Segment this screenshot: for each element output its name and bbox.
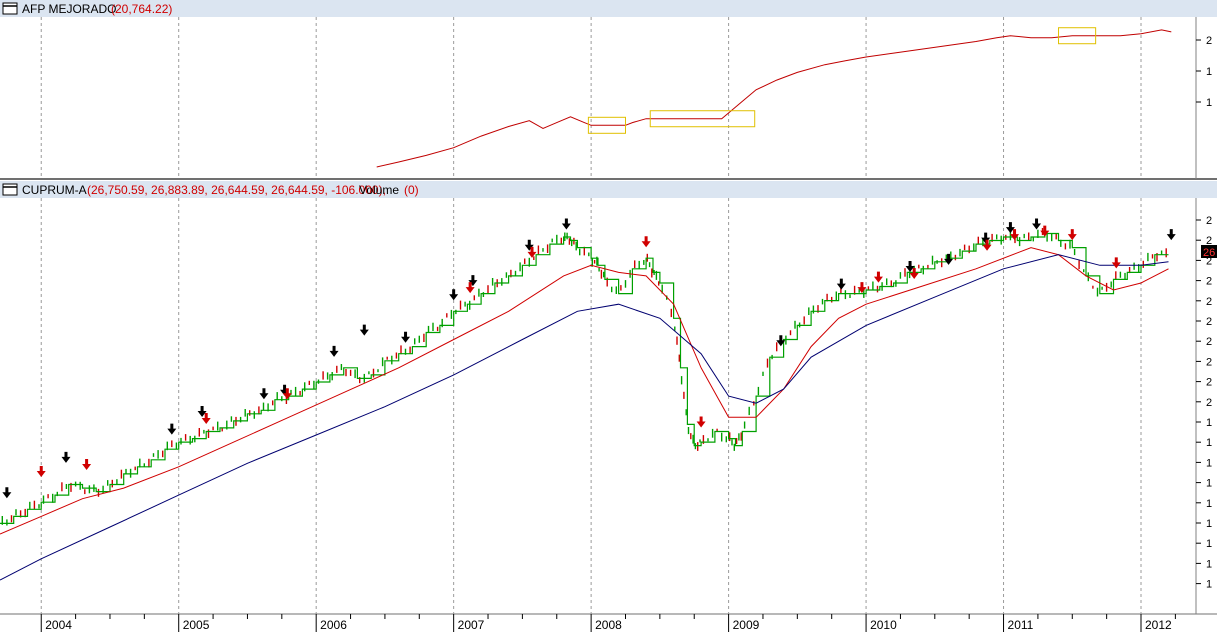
right-tick-label: 2 [1206, 356, 1212, 368]
signal-arrow-icon [1005, 222, 1015, 234]
top-panel-header[interactable] [0, 0, 1217, 17]
signal-arrow-icon [905, 260, 915, 272]
year-tick-label: 2006 [320, 618, 347, 632]
signal-arrow-icon [468, 275, 478, 287]
signal-arrow-icon [1166, 229, 1176, 241]
signal-arrow-icon [282, 388, 292, 400]
signal-arrow-icon [465, 282, 475, 294]
year-tick-label: 2004 [45, 618, 72, 632]
right-tick-label: 2 [1206, 296, 1212, 308]
chart-background [0, 17, 1217, 615]
right-tick-label: 2 [1206, 35, 1212, 47]
signal-arrow-icon [836, 278, 846, 290]
right-tick-label: 2 [1206, 316, 1212, 328]
right-tick-label: 1 [1206, 558, 1212, 570]
year-tick-label: 2011 [1008, 618, 1034, 632]
signal-arrow-icon [197, 405, 207, 417]
signal-arrow-icon [981, 232, 991, 244]
year-tick-label: 2005 [183, 618, 210, 632]
bottom-panel-header[interactable] [0, 181, 1217, 198]
signal-arrow-icon [1010, 229, 1020, 241]
signal-arrow-icon [167, 423, 177, 435]
signal-arrow-icon [1032, 218, 1042, 230]
highlight-box [649, 110, 756, 128]
signal-arrow-icon [982, 239, 992, 251]
window-icon[interactable] [2, 183, 18, 196]
signal-arrow-icon [329, 345, 339, 357]
right-tick-label: 2 [1206, 397, 1212, 409]
last-price-value: 26 [1203, 247, 1215, 259]
right-tick-label: 2 [1206, 377, 1212, 389]
signal-arrow-icon [2, 487, 12, 499]
right-tick-label: 2 [1206, 276, 1212, 288]
volume-label: Volume [359, 183, 399, 197]
right-tick-label: 1 [1206, 478, 1212, 490]
signal-arrow-icon [909, 268, 919, 280]
bottom-panel[interactable] [0, 218, 1176, 581]
signal-arrow-icon [524, 239, 534, 251]
date-axis: 2004 2005 2006 2007 2008 2009 2010 2011 2012 [40, 614, 1176, 632]
year-tick-label: 2007 [458, 618, 485, 632]
top-panel[interactable] [376, 27, 1172, 168]
bottom-panel-title: CUPRUM-A [22, 183, 87, 197]
right-tick-label: 1 [1206, 417, 1212, 429]
year-tick-label: 2010 [870, 618, 897, 632]
right-tick-label: 2 [1206, 336, 1212, 348]
window-icon[interactable] [2, 2, 18, 15]
signal-arrow-icon [82, 458, 92, 470]
right-tick-label: 1 [1206, 437, 1212, 449]
highlight-box [587, 116, 626, 134]
signal-arrow-icon [641, 236, 651, 248]
signal-arrow-icon [449, 289, 459, 301]
right-tick-label: 1 [1206, 498, 1212, 510]
top-panel-value: (20,764.22) [111, 2, 172, 16]
right-tick-label: 2 [1206, 215, 1212, 227]
volume-value: (0) [404, 183, 419, 197]
signal-arrow-icon [696, 416, 706, 428]
signal-arrow-icon [944, 253, 954, 265]
signal-arrow-icon [857, 282, 867, 294]
slow-moving-average-line [0, 254, 1169, 581]
right-price-axis: 2 1 1 2 2 2 2 2 2 2 2 2 2 1 1 1 1 1 1 1 1 1 [1196, 35, 1212, 591]
signal-arrow-icon [527, 246, 537, 258]
year-tick-label: 2008 [595, 618, 622, 632]
ohlc-readout: (26,750.59, 26,883.89, 26,644.59, 26,644… [87, 183, 386, 197]
vertical-gridlines [40, 17, 1142, 614]
fast-moving-average-line [0, 247, 1169, 535]
right-tick-label: 1 [1206, 457, 1212, 469]
price-line [0, 232, 1169, 524]
signal-arrow-icon [201, 413, 211, 425]
year-tick-label: 2012 [1145, 618, 1172, 632]
right-tick-label: 1 [1206, 66, 1212, 78]
signal-arrow-icon [259, 388, 269, 400]
signal-arrow-icon [776, 335, 786, 347]
signal-arrow-icon [1067, 229, 1077, 241]
right-tick-label: 2 [1206, 235, 1212, 247]
signal-arrow-icon [1040, 225, 1050, 237]
signal-arrow-icon [873, 271, 883, 283]
right-tick-label: 1 [1206, 579, 1212, 591]
afp-series-line [376, 29, 1172, 168]
right-tick-label: 1 [1206, 538, 1212, 550]
right-tick-label: 1 [1206, 97, 1212, 109]
signal-arrow-icon [359, 324, 369, 336]
signal-arrow-icon [36, 466, 46, 478]
signal-arrow-icon [61, 451, 71, 463]
signal-arrow-icon [401, 331, 411, 343]
signal-arrow-icon [561, 218, 571, 230]
year-tick-label: 2009 [733, 618, 760, 632]
highlight-box [1058, 27, 1097, 45]
last-price-tag [1201, 245, 1217, 258]
signal-arrow-icon [1111, 257, 1121, 269]
signal-arrow-icon [280, 384, 290, 396]
right-tick-label: 1 [1206, 518, 1212, 530]
top-panel-title: AFP MEJORADO [22, 2, 116, 16]
right-tick-label: 2 [1206, 255, 1212, 267]
